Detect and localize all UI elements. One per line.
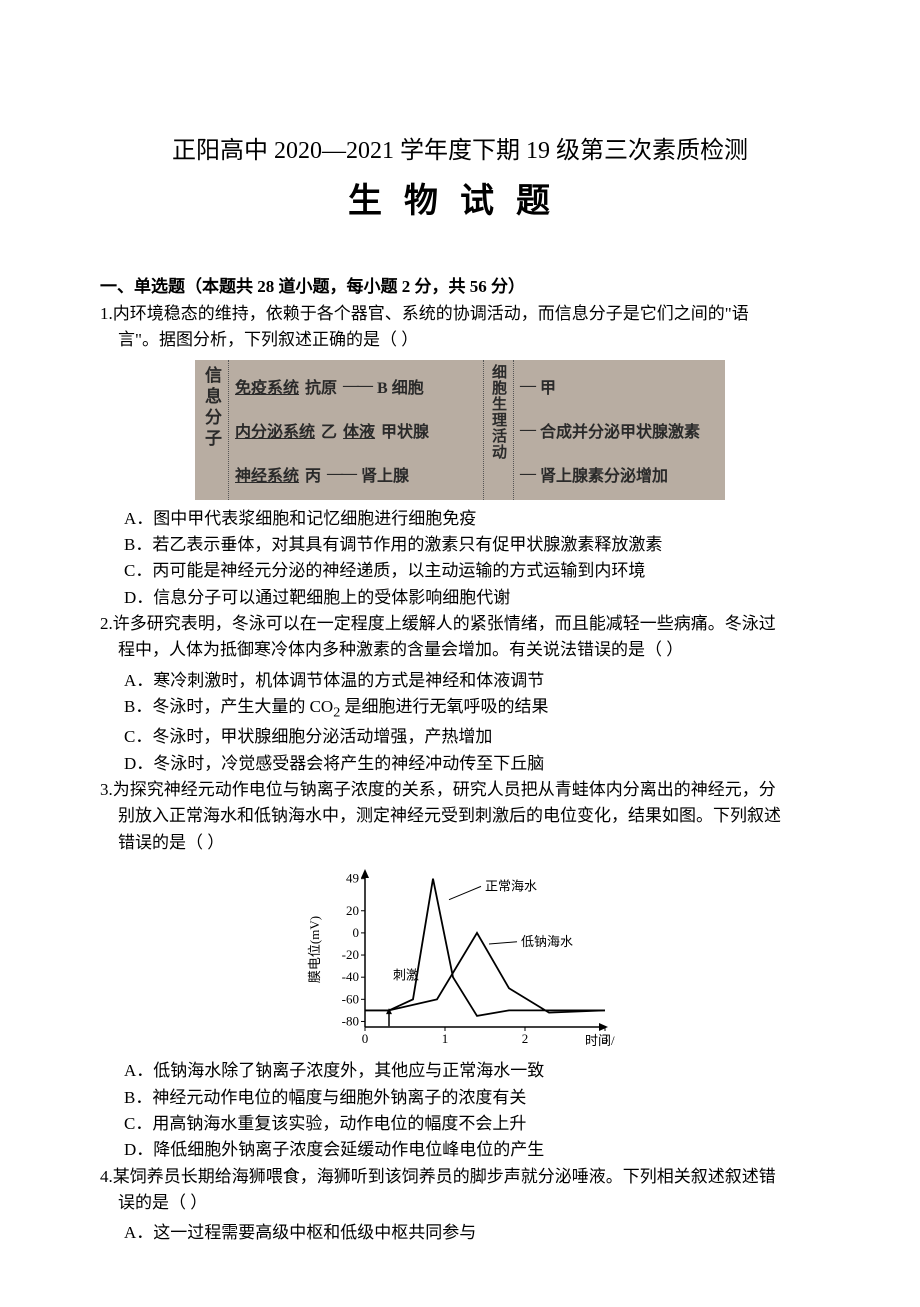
svg-text:刺激: 刺激 (393, 968, 419, 983)
q1-stem-line2: 言"。据图分析，下列叙述正确的是（ ） (100, 327, 820, 353)
q2-option-b: B．冬泳时，产生大量的 CO2 是细胞进行无氧呼吸的结果 (100, 694, 820, 724)
figure-1-container: 信息分子 免疫系统 抗原 —— B 细胞 内分泌系统 乙 体液 甲状腺 神经系统… (100, 360, 820, 500)
fig1-r1-b: 抗原 (305, 374, 337, 398)
fig1-row-1: 免疫系统 抗原 —— B 细胞 (235, 374, 477, 398)
svg-text:-40: -40 (342, 969, 359, 984)
q1-option-d: D．信息分子可以通过靶细胞上的受体影响细胞代谢 (100, 585, 820, 611)
figure-1-diagram: 信息分子 免疫系统 抗原 —— B 细胞 内分泌系统 乙 体液 甲状腺 神经系统… (195, 360, 725, 500)
fig1-r3-a: 神经系统 (235, 462, 299, 486)
fig1-r2-d: 甲状腺 (381, 418, 429, 442)
svg-text:0: 0 (353, 925, 360, 940)
fig1-row-3: 神经系统 丙 —— 肾上腺 (235, 462, 477, 486)
svg-text:0: 0 (362, 1031, 369, 1046)
svg-text:膜电位(mV): 膜电位(mV) (307, 916, 322, 983)
fig1-right-1: — 甲 (520, 374, 719, 398)
q3-stem-line1: 3.为探究神经元动作电位与钠离子浓度的关系，研究人员把从青蛙体内分离出的神经元，… (100, 777, 820, 803)
fig1-mid-label: 细胞生理活动 (484, 360, 514, 500)
fig1-r2-a: 内分泌系统 (235, 418, 315, 442)
fig1-middle-column: 免疫系统 抗原 —— B 细胞 内分泌系统 乙 体液 甲状腺 神经系统 丙 ——… (229, 360, 484, 500)
question-1: 1.内环境稳态的维持，依赖于各个器官、系统的协调活动，而信息分子是它们之间的"语… (100, 301, 820, 354)
svg-text:49: 49 (346, 871, 359, 886)
q3-option-a: A．低钠海水除了钠离子浓度外，其他应与正常海水一致 (100, 1058, 820, 1084)
q3-option-b: B．神经元动作电位的幅度与细胞外钠离子的浓度有关 (100, 1085, 820, 1111)
q4-option-a: A．这一过程需要高级中枢和低级中枢共同参与 (100, 1220, 820, 1246)
svg-text:正常海水: 正常海水 (485, 879, 537, 894)
q3-stem-line3: 错误的是（ ） (100, 830, 820, 856)
fig1-r2-c: 体液 (343, 418, 375, 442)
q3-stem-line2: 别放入正常海水和低钠海水中，测定神经元受到刺激后的电位变化，结果如图。下列叙述 (100, 803, 820, 829)
svg-text:-80: -80 (342, 1014, 359, 1029)
q1-option-b: B．若乙表示垂体，对其具有调节作用的激素只有促甲状腺激素释放激素 (100, 532, 820, 558)
fig1-left-label: 信息分子 (195, 360, 229, 500)
q2-option-b-part2: 是细胞进行无氧呼吸的结果 (345, 697, 549, 716)
dash-icon: —— (327, 465, 355, 483)
section-1-header: 一、单选题（本题共 28 道小题，每小题 2 分，共 56 分） (100, 272, 820, 297)
q3-option-d: D．降低细胞外钠离子浓度会延缓动作电位峰电位的产生 (100, 1137, 820, 1163)
svg-text:低钠海水: 低钠海水 (521, 934, 573, 949)
svg-text:-20: -20 (342, 947, 359, 962)
exam-title-line2: 生物试题 (100, 173, 820, 222)
fig1-right2-text: 合成并分泌甲状腺激素 (540, 418, 700, 442)
question-3: 3.为探究神经元动作电位与钠离子浓度的关系，研究人员把从青蛙体内分离出的神经元，… (100, 777, 820, 856)
q2-stem-line1: 2.许多研究表明，冬泳可以在一定程度上缓解人的紧张情绪，而且能减轻一些病痛。冬泳… (100, 611, 820, 637)
fig1-right3-text: 肾上腺素分泌增加 (540, 462, 668, 486)
q2-stem-line2: 程中，人体为抵御寒冷体内多种激素的含量会增加。有关说法错误的是（ ） (100, 637, 820, 663)
q4-stem-line2: 误的是（ ） (100, 1190, 820, 1216)
dash-icon: —— (343, 377, 371, 395)
q1-option-c: C．丙可能是神经元分泌的神经递质，以主动运输的方式运输到内环境 (100, 558, 820, 584)
exam-title-line1: 正阳高中 2020—2021 学年度下期 19 级第三次素质检测 (100, 130, 820, 165)
svg-text:时间/ms: 时间/ms (585, 1033, 615, 1048)
q4-stem-line1: 4.某饲养员长期给海狮喂食，海狮听到该饲养员的脚步声就分泌唾液。下列相关叙述叙述… (100, 1164, 820, 1190)
dash-icon: — (520, 421, 534, 439)
fig1-right-column: — 甲 — 合成并分泌甲状腺激素 — 肾上腺素分泌增加 (514, 360, 725, 500)
dash-icon: — (520, 377, 534, 395)
fig1-r3-c: 肾上腺 (361, 462, 409, 486)
dash-icon: — (520, 465, 534, 483)
fig1-r2-b: 乙 (321, 418, 337, 442)
subscript-2: 2 (333, 704, 340, 720)
q1-stem-line1: 1.内环境稳态的维持，依赖于各个器官、系统的协调活动，而信息分子是它们之间的"语 (100, 301, 820, 327)
q3-option-c: C．用高钠海水重复该实验，动作电位的幅度不会上升 (100, 1111, 820, 1137)
svg-text:-60: -60 (342, 991, 359, 1006)
fig1-r1-a: 免疫系统 (235, 374, 299, 398)
fig1-r1-c: B 细胞 (377, 374, 424, 398)
figure-2-container: 49200-20-40-60-800123膜电位(mV)时间/ms刺激正常海水低… (100, 862, 820, 1052)
q2-option-d: D．冬泳时，冷觉感受器会将产生的神经冲动传至下丘脑 (100, 751, 820, 777)
q1-option-a: A．图中甲代表浆细胞和记忆细胞进行细胞免疫 (100, 506, 820, 532)
q2-option-b-part1: B．冬泳时，产生大量的 CO (124, 697, 333, 716)
svg-text:1: 1 (442, 1031, 449, 1046)
figure-2-chart: 49200-20-40-60-800123膜电位(mV)时间/ms刺激正常海水低… (305, 862, 615, 1052)
q2-option-a: A．寒冷刺激时，机体调节体温的方式是神经和体液调节 (100, 668, 820, 694)
fig1-r3-b: 丙 (305, 462, 321, 486)
fig1-right1-text: 甲 (540, 374, 556, 398)
q2-option-c: C．冬泳时，甲状腺细胞分泌活动增强，产热增加 (100, 724, 820, 750)
question-2: 2.许多研究表明，冬泳可以在一定程度上缓解人的紧张情绪，而且能减轻一些病痛。冬泳… (100, 611, 820, 664)
fig1-right-2: — 合成并分泌甲状腺激素 (520, 418, 719, 442)
svg-text:2: 2 (522, 1031, 529, 1046)
svg-text:20: 20 (346, 903, 359, 918)
fig1-row-2: 内分泌系统 乙 体液 甲状腺 (235, 418, 477, 442)
question-4: 4.某饲养员长期给海狮喂食，海狮听到该饲养员的脚步声就分泌唾液。下列相关叙述叙述… (100, 1164, 820, 1217)
fig1-right-3: — 肾上腺素分泌增加 (520, 462, 719, 486)
